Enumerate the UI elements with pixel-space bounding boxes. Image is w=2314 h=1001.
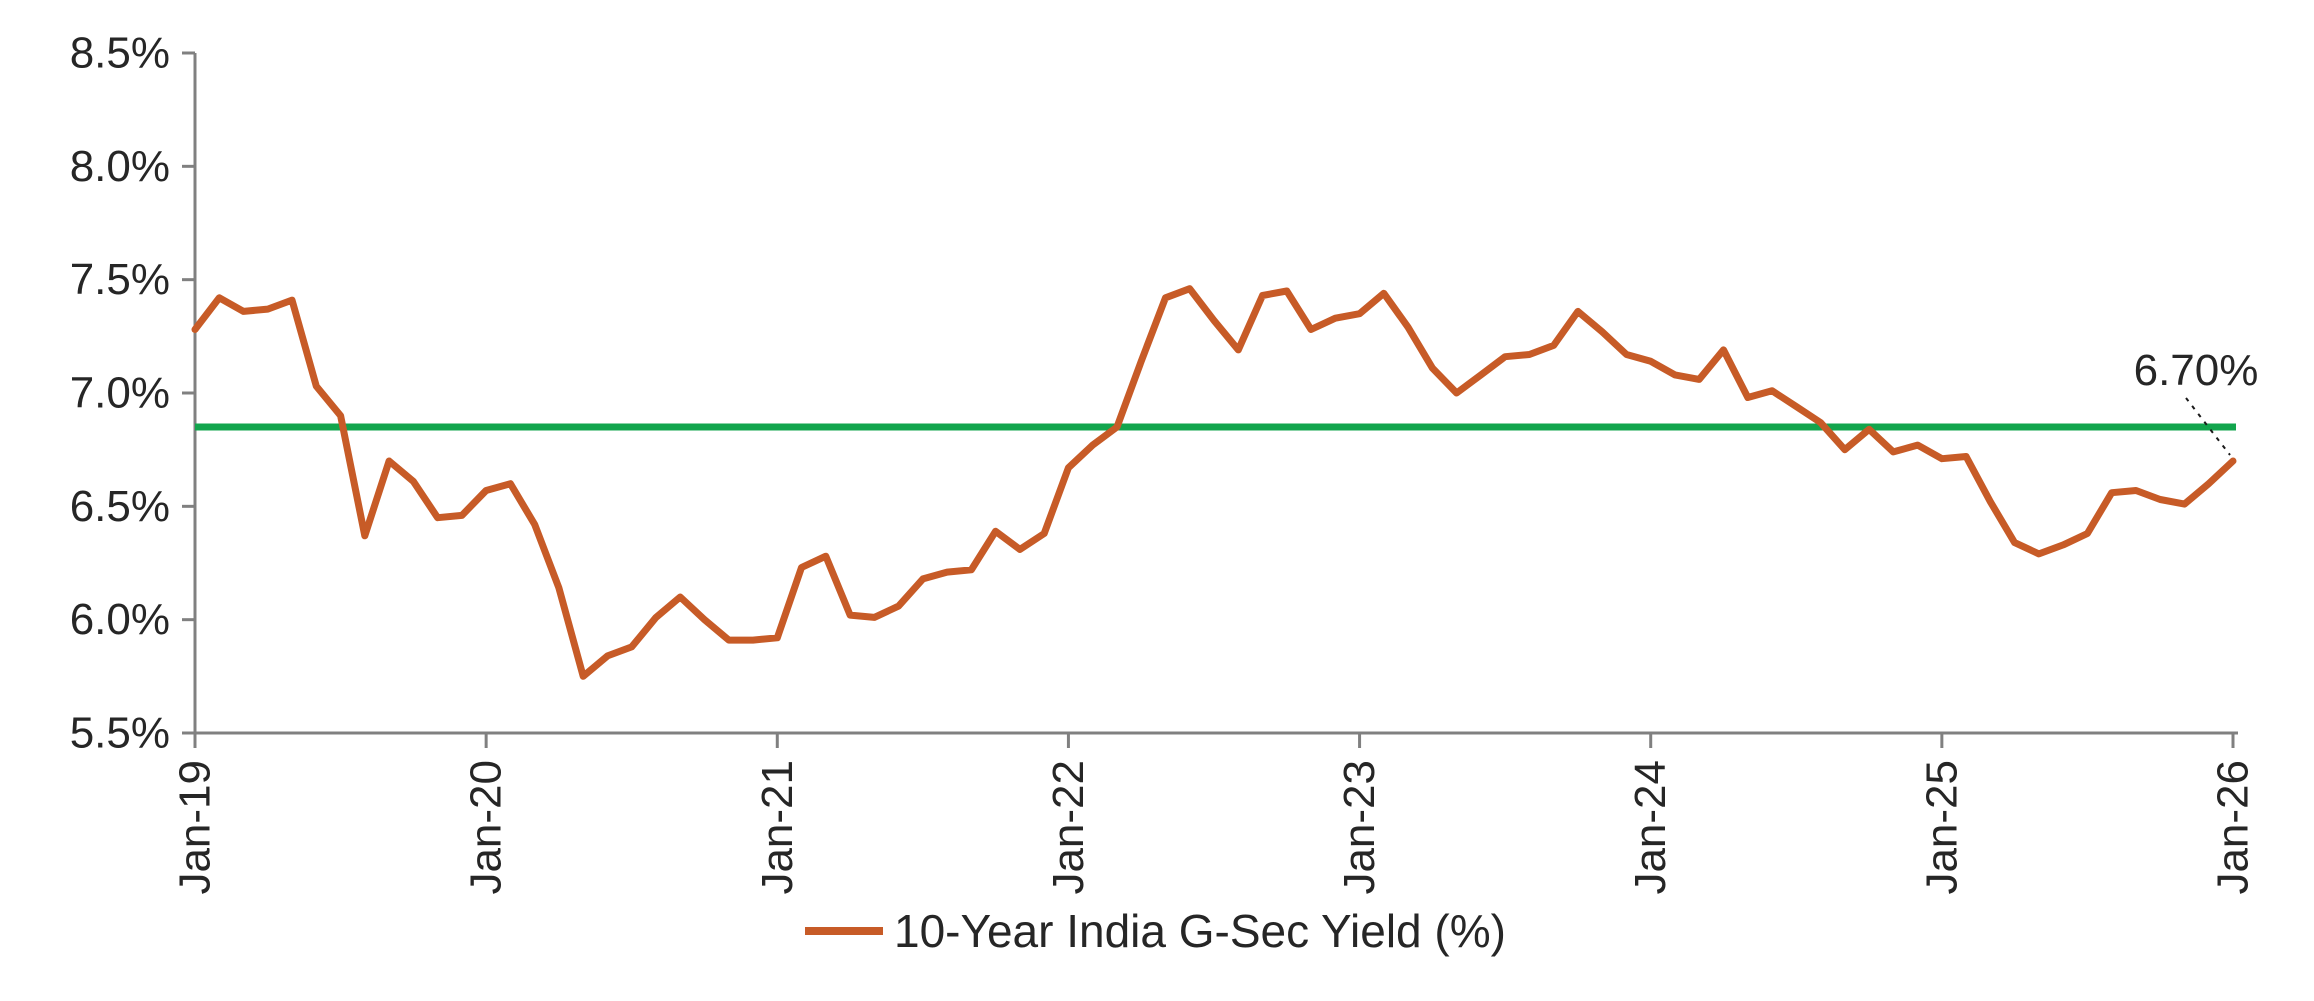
legend: 10-Year India G-Sec Yield (%) bbox=[805, 905, 1506, 957]
gsec-yield-series-line bbox=[191, 285, 2237, 680]
y-tick-label: 7.5% bbox=[70, 255, 170, 304]
x-tick-label: Jan-23 bbox=[1335, 760, 1384, 895]
y-tick-label: 7.0% bbox=[70, 369, 170, 418]
legend-label: 10-Year India G-Sec Yield (%) bbox=[894, 905, 1506, 957]
y-tick-label: 6.0% bbox=[70, 595, 170, 644]
annotation-leader-line bbox=[2185, 397, 2231, 456]
annotation-label: 6.70% bbox=[2134, 346, 2259, 395]
x-tick-label: Jan-21 bbox=[753, 760, 802, 895]
y-tick-label: 8.0% bbox=[70, 142, 170, 191]
x-tick-label: Jan-26 bbox=[2209, 760, 2258, 895]
x-tick-label: Jan-22 bbox=[1044, 760, 1093, 895]
y-tick-label: 5.5% bbox=[70, 709, 170, 758]
x-axis-ticks: Jan-19 Jan-20 Jan-21 Jan-22 Jan-23 Jan-24 Jan-… bbox=[171, 733, 2258, 895]
axes bbox=[193, 53, 2238, 735]
y-axis-ticks: 8.5% 8.0% 7.5% 7.0% 6.5% 6.0% 5.5% bbox=[70, 29, 195, 758]
x-tick-label: Jan-19 bbox=[171, 760, 220, 895]
x-tick-label: Jan-25 bbox=[1917, 760, 1966, 895]
last-point-annotation: 6.70% bbox=[2134, 346, 2259, 456]
x-tick-label: Jan-24 bbox=[1626, 760, 1675, 895]
y-tick-label: 8.5% bbox=[70, 29, 170, 78]
y-tick-label: 6.5% bbox=[70, 482, 170, 531]
x-tick-label: Jan-20 bbox=[462, 760, 511, 895]
